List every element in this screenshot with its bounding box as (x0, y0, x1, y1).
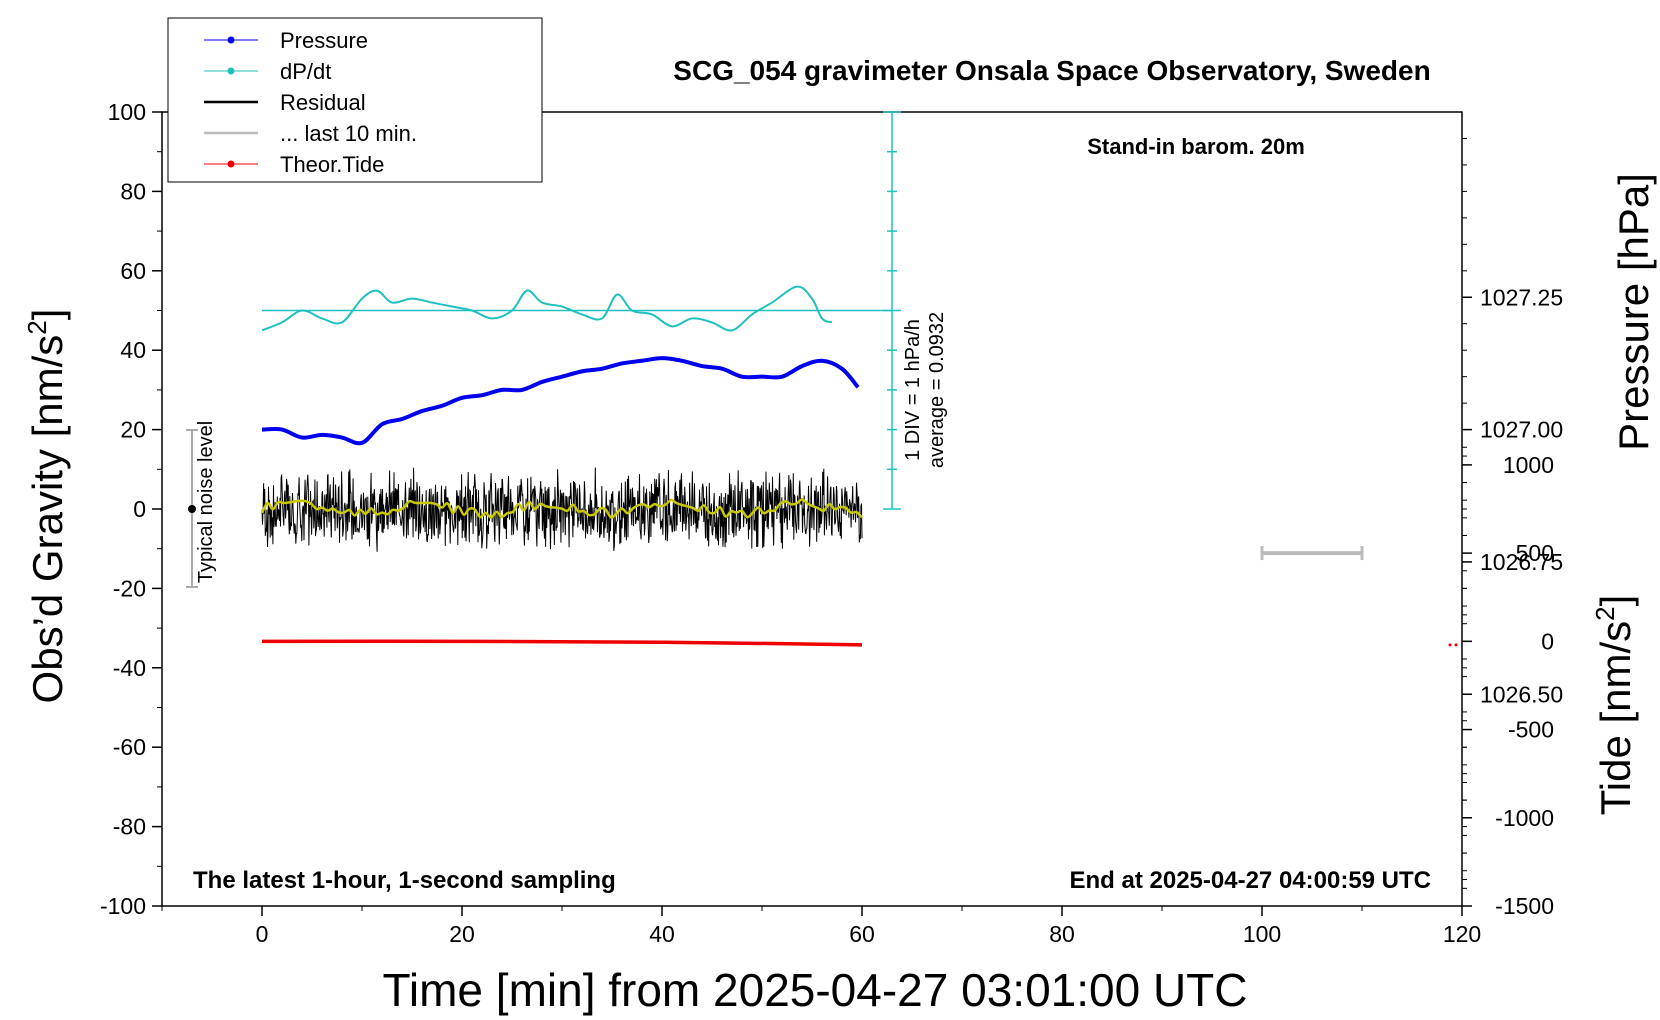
tide-tick-label: -1000 (1495, 805, 1554, 831)
axes-group: 0 20 40 60 80 100 120 100 80 60 40 20 0 -20 -40 -60 -80 -… (100, 99, 1563, 947)
tide-tick-label: -1500 (1495, 893, 1554, 919)
y-tick-label: 0 (133, 496, 146, 522)
y-axis-label-tide-sup: 2 (1590, 606, 1620, 620)
series-layer (260, 285, 1458, 647)
y-tick-label: -100 (100, 893, 146, 919)
legend-label: ... last 10 min. (280, 121, 417, 146)
y-tick-label: 20 (120, 417, 146, 443)
theor-tide-series (261, 639, 863, 647)
tide-edge-marker (1454, 643, 1458, 647)
tide-tick-label: 1000 (1503, 452, 1554, 478)
x-tick-label: 60 (849, 921, 875, 947)
pressure-tick-label: 1026.75 (1480, 549, 1563, 575)
legend-label: Residual (280, 90, 366, 115)
legend-label: Theor.Tide (280, 152, 384, 177)
y-axis-label-gravity-sup: 2 (22, 320, 52, 334)
x-tick-label: 100 (1243, 921, 1281, 947)
legend: Pressure dP/dt Residual ... last 10 min. The… (167, 17, 543, 183)
y-axis-label-tide-close: ] (1592, 595, 1639, 607)
noise-label: Typical noise level (195, 421, 217, 583)
pressure-series (261, 356, 860, 446)
noise-center-dot (188, 505, 196, 513)
dpdt-scale-bar (883, 111, 901, 510)
x-tick-label: 0 (256, 921, 269, 947)
sampling-annotation: The latest 1-hour, 1-second sampling (193, 867, 616, 894)
y-tick-label: -80 (113, 814, 146, 840)
y-tick-label: -40 (113, 655, 146, 681)
y-tick-label: 40 (120, 337, 146, 363)
y-tick-label: 60 (120, 258, 146, 284)
legend-marker (227, 67, 235, 75)
noise-level-indicator: Typical noise level (186, 421, 217, 588)
x-tick-label: 120 (1443, 921, 1481, 947)
legend-marker (227, 160, 235, 168)
pressure-tick-label: 1026.50 (1480, 681, 1563, 707)
residual-smoothed-series (260, 498, 863, 519)
x-tick-label: 20 (449, 921, 475, 947)
div-line-1: 1 DIV = 1 hPa/h (902, 319, 924, 461)
y-axis-label-gravity: Obs’d Gravity [nm/s2] (22, 309, 71, 704)
legend-label: dP/dt (280, 59, 331, 84)
dpdt-div-annotation: 1 DIV = 1 hPa/h average = 0.0932 (902, 312, 948, 468)
dp-dt-series (261, 285, 833, 332)
y-axis-label-pressure: Pressure [hPa] (1610, 173, 1657, 451)
y-axis-label-tide: Tide [nm/s2] (1590, 595, 1639, 816)
residual-series (261, 467, 863, 552)
x-axis-label: Time [min] from 2025-04-27 03:01:00 UTC (383, 964, 1248, 1016)
tide-tick-label: 0 (1541, 628, 1554, 654)
legend-marker (227, 36, 235, 44)
y-tick-label: 100 (108, 99, 146, 125)
y-tick-label: -20 (113, 575, 146, 601)
pressure-tick-label: 1027.25 (1480, 284, 1563, 310)
y-axis-label-tide-text: Tide [nm/s (1592, 621, 1639, 816)
div-line-2: average = 0.0932 (926, 312, 948, 468)
chart-title: SCG_054 gravimeter Onsala Space Observat… (673, 55, 1430, 86)
legend-label: Pressure (280, 28, 368, 53)
stand-in-annotation: Stand-in barom. 20m (1087, 134, 1305, 159)
tide-tick-label: -500 (1508, 717, 1554, 743)
y-tick-label: -60 (113, 734, 146, 760)
tide-tick-label: 500 (1516, 540, 1554, 566)
end-time-annotation: End at 2025-04-27 04:00:59 UTC (1070, 867, 1432, 894)
pressure-tick-label: 1027.00 (1480, 417, 1563, 443)
legend-box (167, 17, 543, 183)
y-axis-label-gravity-text: Obs’d Gravity [nm/s (24, 335, 71, 704)
y-axis-label-gravity-close: ] (24, 309, 71, 321)
tide-edge-marker (1448, 643, 1452, 647)
x-tick-label: 80 (1049, 921, 1075, 947)
x-tick-label: 40 (649, 921, 675, 947)
y-tick-label: 80 (120, 178, 146, 204)
